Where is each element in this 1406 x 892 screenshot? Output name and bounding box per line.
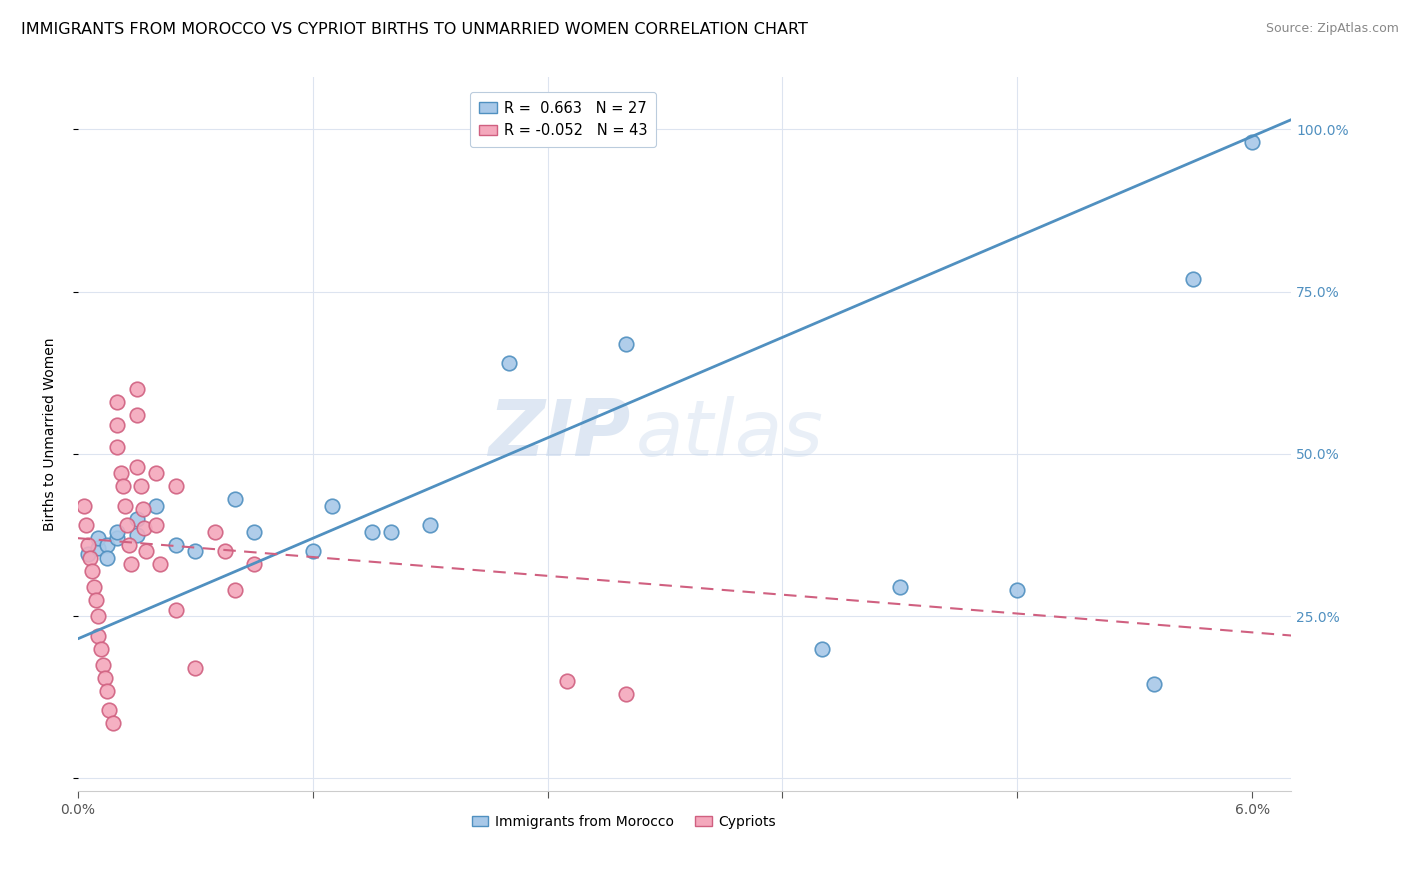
Point bbox=[84, 592, 107, 607]
Y-axis label: Births to Unmarried Women: Births to Unmarried Women bbox=[44, 337, 58, 531]
Point bbox=[165, 479, 187, 493]
Point bbox=[131, 502, 153, 516]
Point bbox=[135, 544, 157, 558]
Point bbox=[614, 687, 637, 701]
Point bbox=[114, 499, 136, 513]
Point bbox=[110, 467, 132, 481]
Point bbox=[90, 641, 112, 656]
Point bbox=[810, 641, 832, 656]
Point bbox=[105, 395, 128, 409]
Point bbox=[1007, 583, 1029, 598]
Point bbox=[380, 524, 402, 539]
Point bbox=[204, 524, 226, 539]
Point bbox=[101, 716, 124, 731]
Point bbox=[73, 499, 96, 513]
Point bbox=[86, 609, 108, 624]
Point bbox=[184, 544, 207, 558]
Point bbox=[165, 538, 187, 552]
Point bbox=[889, 580, 911, 594]
Point bbox=[165, 602, 187, 616]
Point bbox=[224, 583, 246, 598]
Point bbox=[145, 499, 167, 513]
Point bbox=[145, 518, 167, 533]
Point bbox=[86, 628, 108, 642]
Point bbox=[75, 518, 97, 533]
Point bbox=[125, 512, 148, 526]
Point bbox=[614, 336, 637, 351]
Point bbox=[125, 528, 148, 542]
Point bbox=[1241, 136, 1264, 150]
Point bbox=[125, 408, 148, 422]
Point bbox=[76, 538, 98, 552]
Point bbox=[80, 564, 103, 578]
Point bbox=[498, 356, 520, 370]
Text: Source: ZipAtlas.com: Source: ZipAtlas.com bbox=[1265, 22, 1399, 36]
Point bbox=[360, 524, 382, 539]
Point bbox=[76, 548, 98, 562]
Point bbox=[134, 521, 156, 535]
Point bbox=[105, 440, 128, 454]
Point bbox=[105, 417, 128, 432]
Point bbox=[1143, 677, 1166, 691]
Point bbox=[98, 703, 121, 717]
Point bbox=[96, 550, 118, 565]
Point bbox=[243, 524, 266, 539]
Point bbox=[419, 518, 441, 533]
Point bbox=[1182, 271, 1205, 285]
Text: ZIP: ZIP bbox=[488, 396, 630, 473]
Point bbox=[111, 479, 134, 493]
Point bbox=[115, 518, 138, 533]
Point bbox=[79, 550, 101, 565]
Point bbox=[145, 467, 167, 481]
Point bbox=[125, 459, 148, 474]
Point bbox=[105, 531, 128, 545]
Point bbox=[555, 673, 578, 688]
Point bbox=[83, 580, 105, 594]
Point bbox=[93, 657, 115, 672]
Point bbox=[301, 544, 323, 558]
Point bbox=[96, 538, 118, 552]
Point bbox=[149, 557, 172, 571]
Point bbox=[243, 557, 266, 571]
Point bbox=[96, 683, 118, 698]
Point bbox=[321, 499, 343, 513]
Text: atlas: atlas bbox=[636, 396, 824, 473]
Point bbox=[86, 541, 108, 555]
Point bbox=[120, 557, 142, 571]
Point bbox=[125, 382, 148, 396]
Point bbox=[184, 661, 207, 675]
Point bbox=[129, 479, 152, 493]
Point bbox=[214, 544, 236, 558]
Legend: Immigrants from Morocco, Cypriots: Immigrants from Morocco, Cypriots bbox=[465, 809, 782, 834]
Text: IMMIGRANTS FROM MOROCCO VS CYPRIOT BIRTHS TO UNMARRIED WOMEN CORRELATION CHART: IMMIGRANTS FROM MOROCCO VS CYPRIOT BIRTH… bbox=[21, 22, 808, 37]
Point bbox=[118, 538, 141, 552]
Point bbox=[224, 492, 246, 507]
Point bbox=[86, 531, 108, 545]
Point bbox=[94, 671, 117, 685]
Point bbox=[105, 524, 128, 539]
